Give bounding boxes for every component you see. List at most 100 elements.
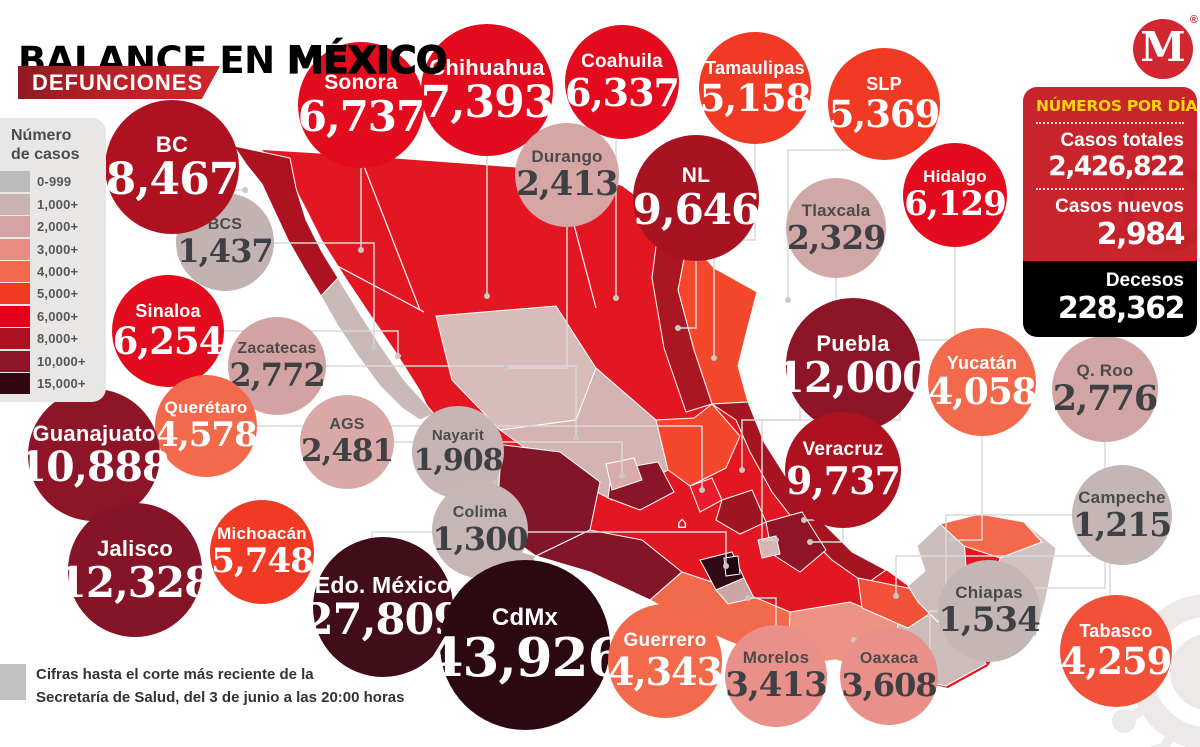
state-bubble-slp: SLP 5,369: [828, 48, 940, 160]
state-value: 12,000: [775, 352, 932, 402]
state-bubble-tlaxcala: Tlaxcala 2,329: [786, 178, 886, 278]
state-bubble-bcs: BCS 1,437: [176, 193, 274, 291]
state-value: 4,259: [1060, 639, 1173, 684]
decesos-label: Decesos: [1105, 270, 1184, 292]
state-name: Tlaxcala: [801, 200, 871, 220]
footnote-text: Cifras hasta el corte más reciente de la…: [36, 666, 405, 706]
legend-title: Número de casos: [11, 127, 80, 163]
state-name: Yucatán: [946, 352, 1018, 373]
map-hidalgo: [715, 489, 767, 535]
state-value: 1,534: [938, 600, 1040, 641]
legend-label: 6,000+: [37, 308, 79, 324]
casos-totales-label: Casos totales: [1060, 130, 1184, 151]
registered-mark: ®: [1189, 14, 1198, 26]
state-bubble-guanajuato: Guanajuato 10,888: [19, 389, 170, 521]
state-value: 9,646: [632, 185, 761, 235]
dotted-divider: [1036, 122, 1184, 124]
state-name: BCS: [207, 215, 243, 233]
state-name: Sonora: [324, 71, 398, 95]
state-bubble-tamaulipas: Tamaulipas 5,158: [699, 32, 811, 144]
state-value: 3,413: [725, 665, 827, 706]
state-name: Durango: [531, 147, 603, 167]
legend-label: 0-999: [37, 174, 72, 190]
legend-row: 6,000+: [0, 305, 106, 327]
state-name: Jalisco: [96, 535, 173, 561]
dotted-divider: [1036, 188, 1184, 191]
state-value: 2,329: [786, 217, 886, 257]
state-name: Guerrero: [623, 630, 707, 652]
state-value: 4,058: [928, 370, 1037, 413]
state-value: 1,908: [413, 443, 504, 479]
state-value: 8,467: [105, 153, 240, 205]
state-name: Puebla: [816, 330, 890, 356]
daily-numbers-red-section: NÚMEROS POR DÍA Casos totales 2,426,822 …: [1023, 87, 1197, 262]
state-value: 1,437: [177, 231, 273, 270]
decesos-section: Decesos 228,362: [1023, 261, 1197, 338]
state-bubble-colima: Colima 1,300: [432, 482, 529, 578]
state-value: 5,369: [828, 92, 941, 137]
state-name: AGS: [329, 416, 365, 434]
state-name: Nayarit: [431, 427, 485, 445]
legend-swatch: [0, 283, 30, 305]
legend-panel: Número de casos 0-999 1,000+ 2,000+ 3,000+ 4,…: [0, 118, 106, 402]
state-bubble-puebla: Puebla 12,000: [776, 298, 931, 432]
legend-swatch: [0, 261, 30, 282]
state-value: 43,926: [426, 626, 625, 689]
footnote: Cifras hasta el corte más reciente de la…: [0, 664, 405, 709]
milenio-m-icon: M: [1140, 22, 1186, 71]
state-name: Tabasco: [1079, 621, 1153, 642]
state-bubble-queretaro: Querétaro 4,578: [155, 375, 258, 477]
state-value: 6,337: [565, 70, 680, 116]
legend-rows: 0-999 1,000+ 2,000+ 3,000+ 4,000+ 5,000+ 6,000…: [0, 171, 106, 395]
state-bubble-sinaloa: Sinaloa 6,254: [112, 275, 224, 387]
defunciones-banner: DEFUNCIONES: [18, 66, 220, 99]
legend-row: 15,000+: [0, 372, 106, 394]
state-name: Chiapas: [955, 583, 1023, 603]
state-value: 2,772: [229, 355, 325, 394]
state-bubble-sonora: Sonora 6,737: [298, 42, 425, 168]
decesos-value: 228,362: [1057, 291, 1186, 327]
state-bubble-jalisco: Jalisco 12,328: [58, 503, 213, 637]
state-name: Edo. México: [314, 571, 452, 598]
legend-row: 10,000+: [0, 350, 106, 372]
state-name: Campeche: [1078, 487, 1166, 507]
state-value: 5,158: [699, 76, 812, 121]
state-name: Coahuila: [581, 51, 663, 73]
legend-swatch: [0, 305, 30, 327]
legend-row: 8,000+: [0, 327, 106, 350]
legend-label: 15,000+: [37, 375, 86, 391]
legend-label: 8,000+: [37, 331, 79, 347]
state-name: Oaxaca: [859, 649, 919, 667]
state-name: Hidalgo: [923, 167, 987, 187]
state-bubble-hidalgo: Hidalgo 6,129: [903, 143, 1007, 247]
legend-row: 4,000+: [0, 260, 106, 282]
state-bubble-tabasco: Tabasco 4,259: [1060, 595, 1172, 707]
state-name: Colima: [452, 503, 508, 521]
state-name: SLP: [866, 74, 902, 95]
map-mainland: [262, 150, 1056, 688]
legend-swatch: [0, 372, 30, 394]
casos-totales-value: 2,426,822: [1048, 151, 1185, 182]
legend-swatch: [0, 171, 30, 193]
state-value: 9,737: [786, 458, 901, 504]
state-value: 3,608: [841, 665, 937, 704]
legend-swatch: [0, 216, 30, 238]
state-name: Morelos: [742, 648, 810, 668]
state-bubble-chiapas: Chiapas 1,534: [938, 560, 1041, 662]
state-name: Tamaulipas: [705, 58, 805, 79]
legend-row: 0-999: [0, 171, 106, 193]
state-bubble-q-roo: Q. Roo 2,776: [1052, 336, 1158, 442]
state-value: 12,328: [57, 557, 214, 607]
legend-row: 5,000+: [0, 283, 106, 305]
state-bubble-veracruz: Veracruz 9,737: [785, 412, 901, 528]
legend-label: 3,000+: [37, 241, 79, 257]
state-bubble-ags: AGS 2,481: [300, 395, 394, 489]
state-bubble-coahuila: Coahuila 6,337: [565, 25, 680, 139]
state-name: Zacatecas: [237, 339, 317, 357]
legend-label: 1,000+: [37, 196, 79, 212]
state-bubble-michoacan: Michoacán 5,748: [210, 500, 314, 604]
state-name: BC: [155, 131, 189, 157]
casos-nuevos-label: Casos nuevos: [1055, 196, 1184, 218]
map-slp: [655, 403, 741, 487]
